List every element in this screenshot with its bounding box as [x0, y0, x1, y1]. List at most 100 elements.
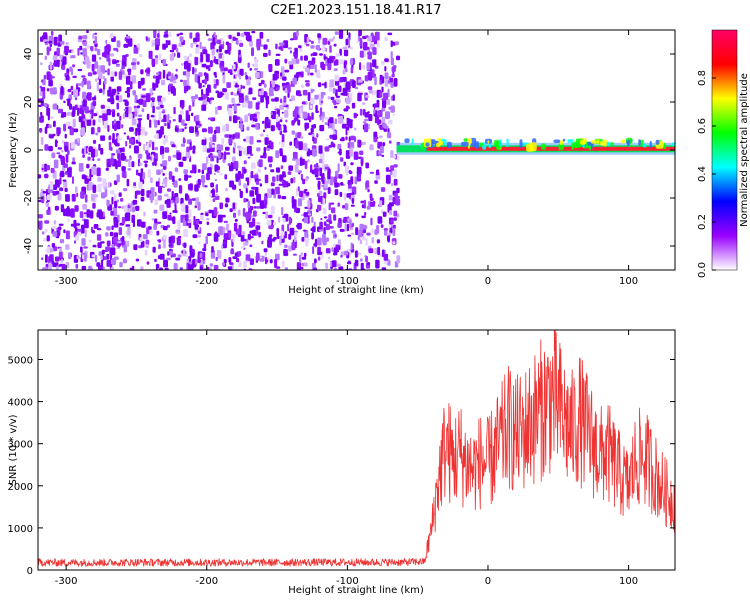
heatmap-cell [217, 93, 222, 98]
heatmap-cell [146, 261, 150, 265]
heatmap-cell [170, 85, 175, 94]
heatmap-cell [367, 262, 370, 266]
heatmap-cell [359, 50, 364, 58]
heatmap-cell [221, 262, 225, 266]
heatmap-cell [239, 190, 243, 199]
heatmap-cell [159, 267, 163, 270]
heatmap-cell [131, 206, 136, 211]
heatmap-cell [218, 268, 222, 270]
heatmap-cell [225, 187, 228, 192]
heatmap-cell [392, 227, 396, 237]
heatmap-cell [96, 228, 102, 231]
heatmap-cell [276, 228, 280, 237]
heatmap-cell [53, 262, 59, 265]
heatmap-cell [150, 97, 155, 101]
heatmap-cell [330, 202, 335, 205]
heatmap-cell [239, 42, 244, 47]
heatmap-cell [367, 188, 370, 193]
heatmap-cell [365, 35, 369, 38]
heatmap-cell [381, 154, 385, 157]
heatmap-cell [359, 108, 363, 116]
heatmap-cell [251, 162, 256, 169]
heatmap-cell [218, 226, 224, 236]
heatmap-cell [142, 234, 148, 240]
heatmap-cell [353, 151, 359, 160]
heatmap-cell [243, 168, 247, 174]
heatmap-cell [61, 64, 66, 70]
heatmap-cell [203, 136, 206, 140]
heatmap-cell [213, 71, 217, 76]
heatmap-cell [123, 245, 127, 253]
heatmap-cell [343, 161, 346, 167]
heatmap-cell [142, 100, 147, 108]
heatmap-cell [87, 72, 93, 77]
heatmap-cell [204, 78, 207, 85]
heatmap-cell [248, 221, 254, 228]
heatmap-cell [59, 239, 65, 244]
heatmap-cell [300, 55, 303, 61]
heatmap-cell [141, 95, 146, 98]
heatmap-cell [346, 89, 351, 93]
heatmap-cell [151, 58, 156, 68]
heatmap-cell [327, 168, 331, 175]
heatmap-cell [317, 82, 322, 88]
heatmap-cell [109, 32, 114, 39]
heatmap-cell [298, 47, 303, 52]
heatmap-cell [81, 75, 86, 78]
heatmap-cell [151, 154, 154, 163]
heatmap-cell [126, 87, 131, 93]
heatmap-cell [140, 77, 145, 85]
heatmap-cell [201, 128, 207, 133]
heatmap-cell [392, 94, 395, 101]
heatmap-cell [41, 257, 44, 261]
heatmap-cell [53, 120, 56, 128]
heatmap-cell [333, 68, 338, 72]
heatmap-cell [238, 96, 244, 103]
heatmap-cell [269, 269, 271, 270]
heatmap-cell [244, 72, 247, 76]
heatmap-cell [249, 136, 254, 145]
heatmap-cell [297, 266, 301, 270]
heatmap-cell [365, 255, 368, 263]
heatmap-cell [237, 145, 241, 149]
heatmap-cell [197, 169, 201, 173]
heatmap-cell [46, 194, 52, 201]
heatmap-cell [236, 39, 239, 45]
heatmap-cell [107, 125, 110, 132]
heatmap-cell [50, 115, 54, 120]
heatmap-cell [108, 135, 112, 141]
heatmap-cell [112, 111, 115, 118]
heatmap-cell [158, 239, 162, 243]
heatmap-cell [152, 83, 156, 91]
heatmap-cell [310, 88, 314, 94]
heatmap-cell [123, 43, 129, 48]
heatmap-cell [236, 32, 241, 37]
heatmap-cell [157, 100, 163, 106]
heatmap-cell [338, 266, 344, 270]
heatmap-cell [48, 262, 52, 270]
heatmap-cell [212, 36, 216, 45]
heatmap-cell [322, 196, 325, 205]
heatmap-cell [272, 78, 275, 88]
heatmap-cell [45, 254, 48, 263]
heatmap-cell [96, 167, 101, 177]
heatmap-cell [67, 218, 70, 222]
heatmap-cell [80, 191, 85, 199]
heatmap-cell [42, 191, 47, 194]
heatmap-cell [237, 209, 241, 216]
heatmap-cell [265, 103, 268, 109]
heatmap-cell [251, 124, 256, 128]
heatmap-cell [329, 176, 334, 186]
heatmap-cell [280, 72, 283, 77]
heatmap-cell [289, 50, 292, 54]
heatmap-cell [222, 242, 227, 245]
heatmap-cell [317, 180, 321, 190]
heatmap-cell [234, 218, 238, 222]
heatmap-cell [349, 46, 354, 50]
heatmap-cell [252, 118, 258, 122]
heatmap-cell [288, 233, 292, 240]
heatmap-cell [157, 95, 163, 102]
heatmap-cell [266, 145, 271, 149]
